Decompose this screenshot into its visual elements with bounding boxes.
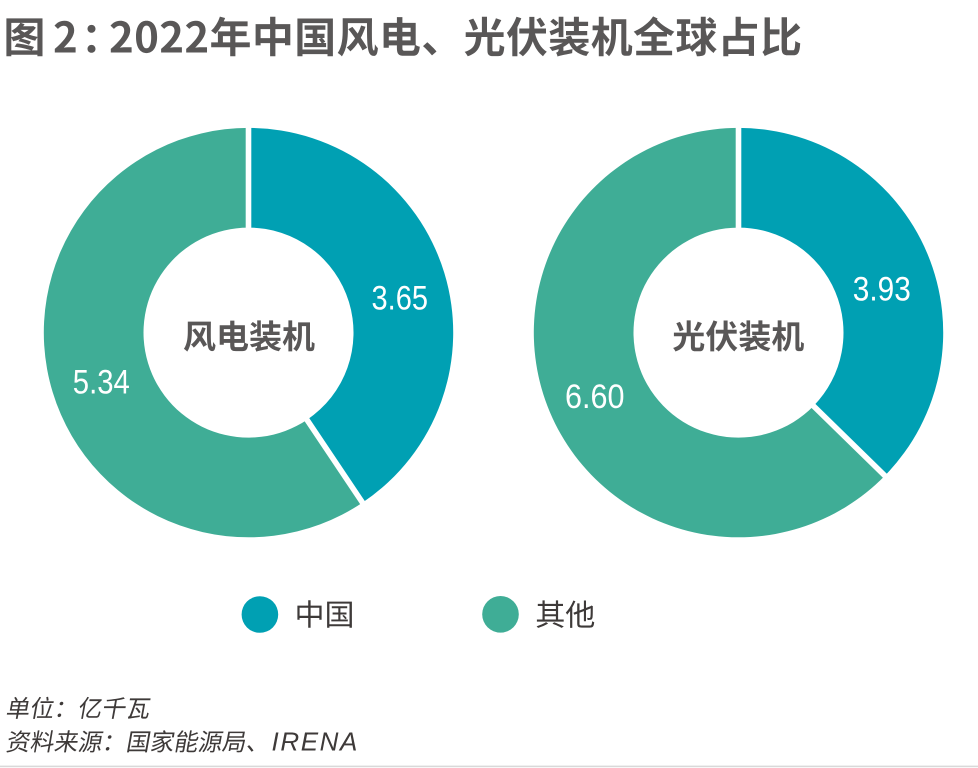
svg-text:5.34: 5.34: [73, 364, 130, 402]
svg-text:IRENA: IRENA: [272, 727, 359, 757]
svg-text:3.93: 3.93: [853, 271, 911, 309]
svg-text:3.65: 3.65: [372, 280, 429, 318]
svg-text:6.60: 6.60: [565, 378, 625, 416]
